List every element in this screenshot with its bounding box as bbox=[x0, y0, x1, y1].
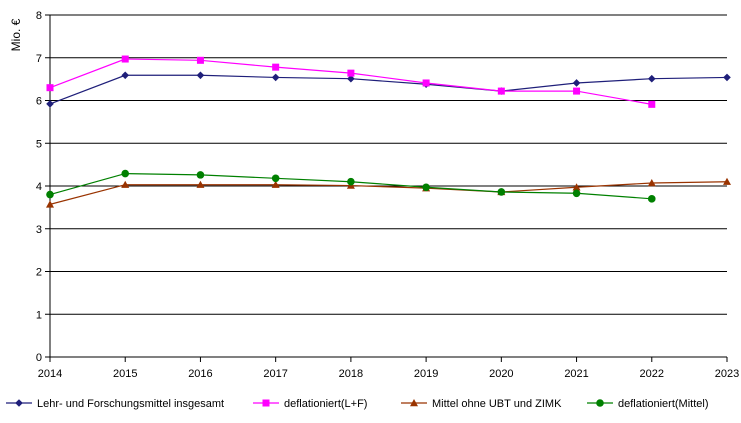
y-tick-label: 5 bbox=[36, 138, 42, 150]
data-point bbox=[648, 100, 656, 108]
legend-label: deflationiert(L+F) bbox=[284, 398, 367, 410]
x-tick-label: 2020 bbox=[489, 368, 513, 380]
legend-label: Mittel ohne UBT und ZIMK bbox=[432, 398, 562, 410]
legend-label: deflationiert(Mittel) bbox=[618, 398, 708, 410]
data-point bbox=[347, 69, 355, 77]
data-point bbox=[46, 190, 54, 199]
data-point bbox=[46, 84, 54, 92]
data-point bbox=[497, 87, 505, 95]
series-2 bbox=[46, 55, 656, 108]
data-point bbox=[723, 73, 731, 82]
y-tick-label: 8 bbox=[36, 10, 42, 22]
legend-marker bbox=[262, 399, 270, 407]
series-line bbox=[49, 181, 728, 205]
data-point bbox=[347, 74, 355, 83]
legend-item-2: deflationiert(L+F) bbox=[253, 398, 367, 410]
data-point bbox=[647, 74, 656, 83]
y-tick-label: 1 bbox=[36, 309, 42, 321]
gridlines bbox=[50, 14, 727, 315]
data-point bbox=[46, 100, 54, 108]
y-axis-title: Mio. € bbox=[9, 18, 23, 51]
data-point bbox=[196, 171, 205, 179]
data-point bbox=[422, 183, 430, 192]
data-point bbox=[121, 55, 129, 63]
legend-marker bbox=[15, 399, 23, 407]
data-point bbox=[121, 180, 130, 188]
y-tick-label: 0 bbox=[36, 352, 42, 364]
legend-marker bbox=[410, 399, 418, 407]
data-point bbox=[272, 63, 280, 71]
x-tick-label: 2023 bbox=[715, 368, 739, 380]
data-point bbox=[271, 73, 280, 82]
data-point bbox=[196, 180, 205, 188]
data-point bbox=[271, 174, 280, 183]
y-tick-label: 4 bbox=[36, 181, 42, 193]
data-point bbox=[647, 195, 656, 203]
x-tick-label: 2022 bbox=[640, 368, 664, 380]
data-point bbox=[271, 180, 280, 188]
y-tick-label: 2 bbox=[36, 267, 42, 279]
y-tick-label: 7 bbox=[36, 53, 42, 65]
data-point bbox=[422, 79, 430, 87]
x-tick-label: 2014 bbox=[38, 368, 62, 380]
data-point bbox=[572, 79, 581, 87]
legend-marker bbox=[596, 399, 604, 407]
axes: 0 1 2 3 4 5 6 7 8 2014 2015 2016 2017 2018 2019 2020 202… bbox=[36, 10, 739, 380]
series-4 bbox=[46, 169, 656, 203]
data-point bbox=[647, 179, 656, 187]
legend-item-4: deflationiert(Mittel) bbox=[587, 398, 708, 410]
x-tick-label: 2017 bbox=[263, 368, 287, 380]
data-point bbox=[347, 177, 355, 186]
data-point bbox=[46, 200, 54, 208]
data-point bbox=[572, 189, 581, 198]
x-tick-label: 2016 bbox=[188, 368, 212, 380]
x-tick-label: 2015 bbox=[113, 368, 137, 380]
data-point bbox=[121, 169, 130, 178]
data-point bbox=[723, 177, 731, 185]
legend: Lehr- und Forschungsmittel insgesamt defl… bbox=[6, 398, 708, 410]
data-point bbox=[573, 87, 581, 95]
y-tick-label: 3 bbox=[36, 224, 42, 236]
data-point bbox=[121, 71, 130, 80]
x-tick-label: 2019 bbox=[414, 368, 438, 380]
x-tick-label: 2018 bbox=[339, 368, 363, 380]
x-tick-label: 2021 bbox=[564, 368, 588, 380]
data-point bbox=[196, 56, 204, 64]
legend-item-1: Lehr- und Forschungsmittel insgesamt bbox=[6, 398, 224, 410]
legend-item-3: Mittel ohne UBT und ZIMK bbox=[401, 398, 562, 410]
series-group bbox=[46, 55, 731, 208]
data-point bbox=[497, 188, 506, 196]
data-point bbox=[572, 183, 581, 191]
series-1 bbox=[46, 71, 731, 108]
series-3 bbox=[46, 177, 731, 208]
series-line bbox=[49, 74, 728, 105]
y-tick-label: 6 bbox=[36, 96, 42, 108]
data-point bbox=[196, 71, 205, 80]
legend-label: Lehr- und Forschungsmittel insgesamt bbox=[37, 398, 224, 410]
